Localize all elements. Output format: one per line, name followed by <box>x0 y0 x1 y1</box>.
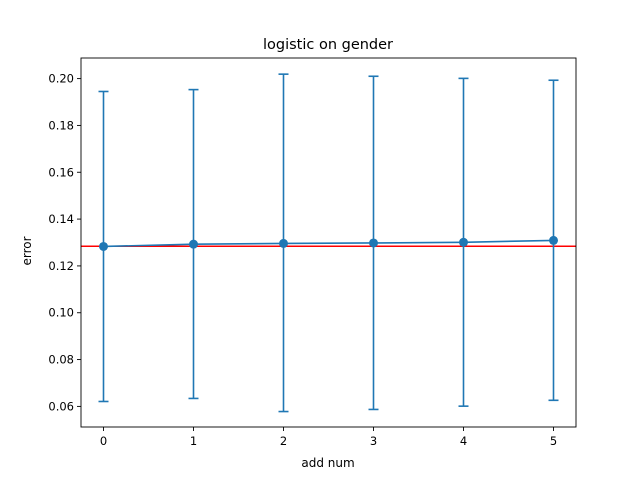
data-point <box>279 238 288 248</box>
y-tick-label: 0.18 <box>48 118 74 132</box>
x-tick-label: 5 <box>550 434 557 448</box>
data-point <box>549 235 558 245</box>
x-tick-label: 2 <box>280 434 287 448</box>
y-tick-label: 0.16 <box>48 165 74 179</box>
x-tick-label: 1 <box>190 434 197 448</box>
y-tick-label: 0.12 <box>48 259 74 273</box>
y-tick-label: 0.14 <box>48 212 74 226</box>
data-point <box>369 238 378 248</box>
data-point <box>99 241 108 251</box>
axes-frame <box>80 57 577 428</box>
data-point <box>459 237 468 247</box>
y-tick-label: 0.06 <box>48 399 74 413</box>
y-tick-label: 0.20 <box>48 72 74 86</box>
y-tick-label: 0.10 <box>48 306 74 320</box>
y-tick-label: 0.08 <box>48 353 74 367</box>
plot-area: 0 1 2 3 4 5 0.06 0.08 0.10 0.12 0.14 0.16 0.18 0.20 <box>48 57 577 448</box>
data-point <box>189 239 198 249</box>
x-tick-label: 3 <box>370 434 377 448</box>
x-axis-label: add num <box>301 456 354 470</box>
chart-title: logistic on gender <box>263 37 393 53</box>
x-tick-label: 4 <box>460 434 467 448</box>
y-axis-label: error <box>20 236 34 265</box>
x-tick-label: 0 <box>100 434 107 448</box>
series-line <box>103 239 554 248</box>
